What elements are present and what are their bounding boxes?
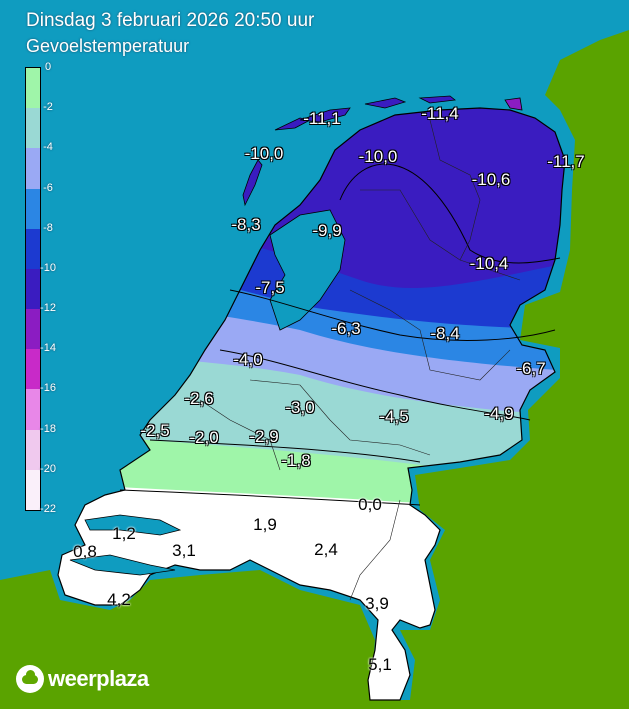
isotherm-lines [119,163,561,506]
legend-swatch [26,228,40,269]
reading-twenthe: -6,7 [516,359,546,378]
reading-maastricht: 5,1 [368,655,392,674]
rottumeroog-island [504,97,523,111]
legend-swatch [26,268,40,310]
legend-tick-label: -8 [43,221,53,234]
legend-swatch [26,469,40,510]
reading-hoek-van-holland: -2,5 [140,421,170,440]
reading-vlissingen: 0,8 [73,542,97,561]
reading-eindhoven: 2,4 [314,540,338,559]
reading-den-helder: -8,3 [231,215,261,234]
reading-delfzijl: -11,7 [547,152,585,171]
weerplaza-logo: weerplaza [16,665,149,693]
legend-tick-label: -4 [43,141,53,154]
legend-tick-label: -6 [43,181,53,194]
legend-tick-label: -16 [40,382,56,395]
reading-deelen: -4,5 [379,407,409,426]
reading-leeuwarden: -10,0 [358,147,398,166]
reading-hupsel: -4,9 [484,404,514,423]
reading-wilhelminadorp: 1,2 [112,524,136,543]
oosterschelde [84,514,182,536]
legend-swatch [26,68,40,109]
reading-gilze-rijen: 1,9 [253,515,277,534]
legend-swatch [26,429,40,470]
legend-tick-label: -22 [40,503,56,515]
reading-arcen: 0,0 [358,495,382,514]
schiermonnikoog-island [418,95,456,104]
map-subtitle: Gevoelstemperatuur [26,36,190,56]
legend-swatch [26,389,40,430]
texel-island [242,159,263,207]
map-title: Dinsdag 3 februari 2026 20:50 uur [26,10,315,31]
legend-tick-label: -12 [40,302,56,315]
legend-swatch [26,309,40,350]
ijsselmeer [269,209,346,331]
terschelling-island [299,107,351,123]
legend-tick-label: -2 [43,101,53,114]
reading-woensdrecht: 3,1 [172,541,196,560]
reading-texel: -10,0 [244,144,284,163]
reading-ell: 3,9 [365,594,389,613]
reading-schiermonnikoog: -11,4 [421,104,459,123]
reading-vlieland-north: -11,1 [303,109,341,128]
reading-rotterdam: -2,0 [189,428,219,447]
legend-swatch [26,108,40,149]
reading-groningen: -10,6 [471,170,511,189]
legend-tick-label: -20 [40,462,56,475]
cloud-icon [16,665,44,693]
province-borders [199,119,521,601]
reading-hoogeveen: -8,4 [430,324,460,343]
neighbouring-land [0,30,629,709]
legend-tick-label: 0 [44,61,52,73]
legend-tick-label: -18 [40,422,56,435]
reading-westdorpe: 4,2 [107,590,131,609]
reading-lelystad: -6,3 [331,319,361,338]
legend-swatch [26,148,40,189]
ameland-island [364,97,407,109]
legend-swatch [26,188,40,229]
legend-color-bar [25,67,41,511]
reading-berkhout: -7,5 [255,278,285,297]
reading-schiphol: -2,6 [184,389,214,408]
reading-stavoren: -9,9 [312,221,342,240]
reading-amsterdam: -4,0 [233,350,263,369]
westerschelde [69,554,176,576]
legend-tick-label: -10 [40,261,56,274]
reading-assen: -10,4 [469,254,509,273]
nl-outline [57,107,566,701]
reading-volkel-north: -1,8 [281,451,311,470]
legend-swatch [26,349,40,390]
reading-de-bilt: -3,0 [285,398,315,417]
reading-herwijnen: -2,9 [249,427,279,446]
legend-tick-label: -14 [40,342,56,355]
brand-name: weerplaza [48,666,149,691]
